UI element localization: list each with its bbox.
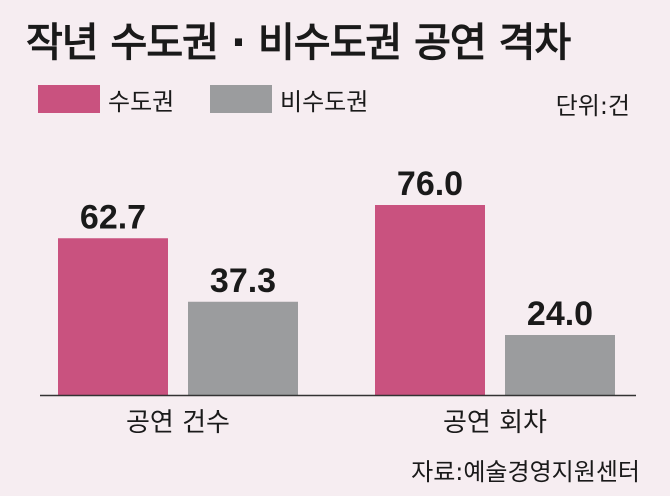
data-label-metro-0: 62.7 (80, 198, 146, 236)
bar-nonmetro-0 (188, 301, 298, 395)
chart-title: 작년 수도권 · 비수도권 공연 격차 (26, 20, 571, 66)
legend-swatch-nonmetro (210, 85, 272, 113)
bar-nonmetro-1 (505, 335, 615, 395)
data-label-metro-1: 76.0 (397, 165, 463, 203)
legend-label-nonmetro: 비수도권 (280, 87, 369, 116)
data-label-nonmetro-1: 24.0 (527, 295, 593, 333)
unit-label: 단위:건 (555, 92, 630, 120)
source-note: 자료:예술경영지원센터 (411, 458, 640, 486)
legend-item-nonmetro: 비수도권 (210, 84, 369, 116)
data-label-nonmetro-0: 37.3 (210, 262, 276, 300)
bar-metro-1 (375, 205, 485, 395)
category-label-1: 공연 회차 (443, 408, 547, 438)
legend-item-metro: 수도권 (38, 84, 175, 116)
legend-swatch-metro (38, 85, 100, 113)
category-label-0: 공연 건수 (126, 408, 230, 438)
legend-label-metro: 수도권 (108, 87, 175, 116)
bar-metro-0 (58, 238, 168, 395)
